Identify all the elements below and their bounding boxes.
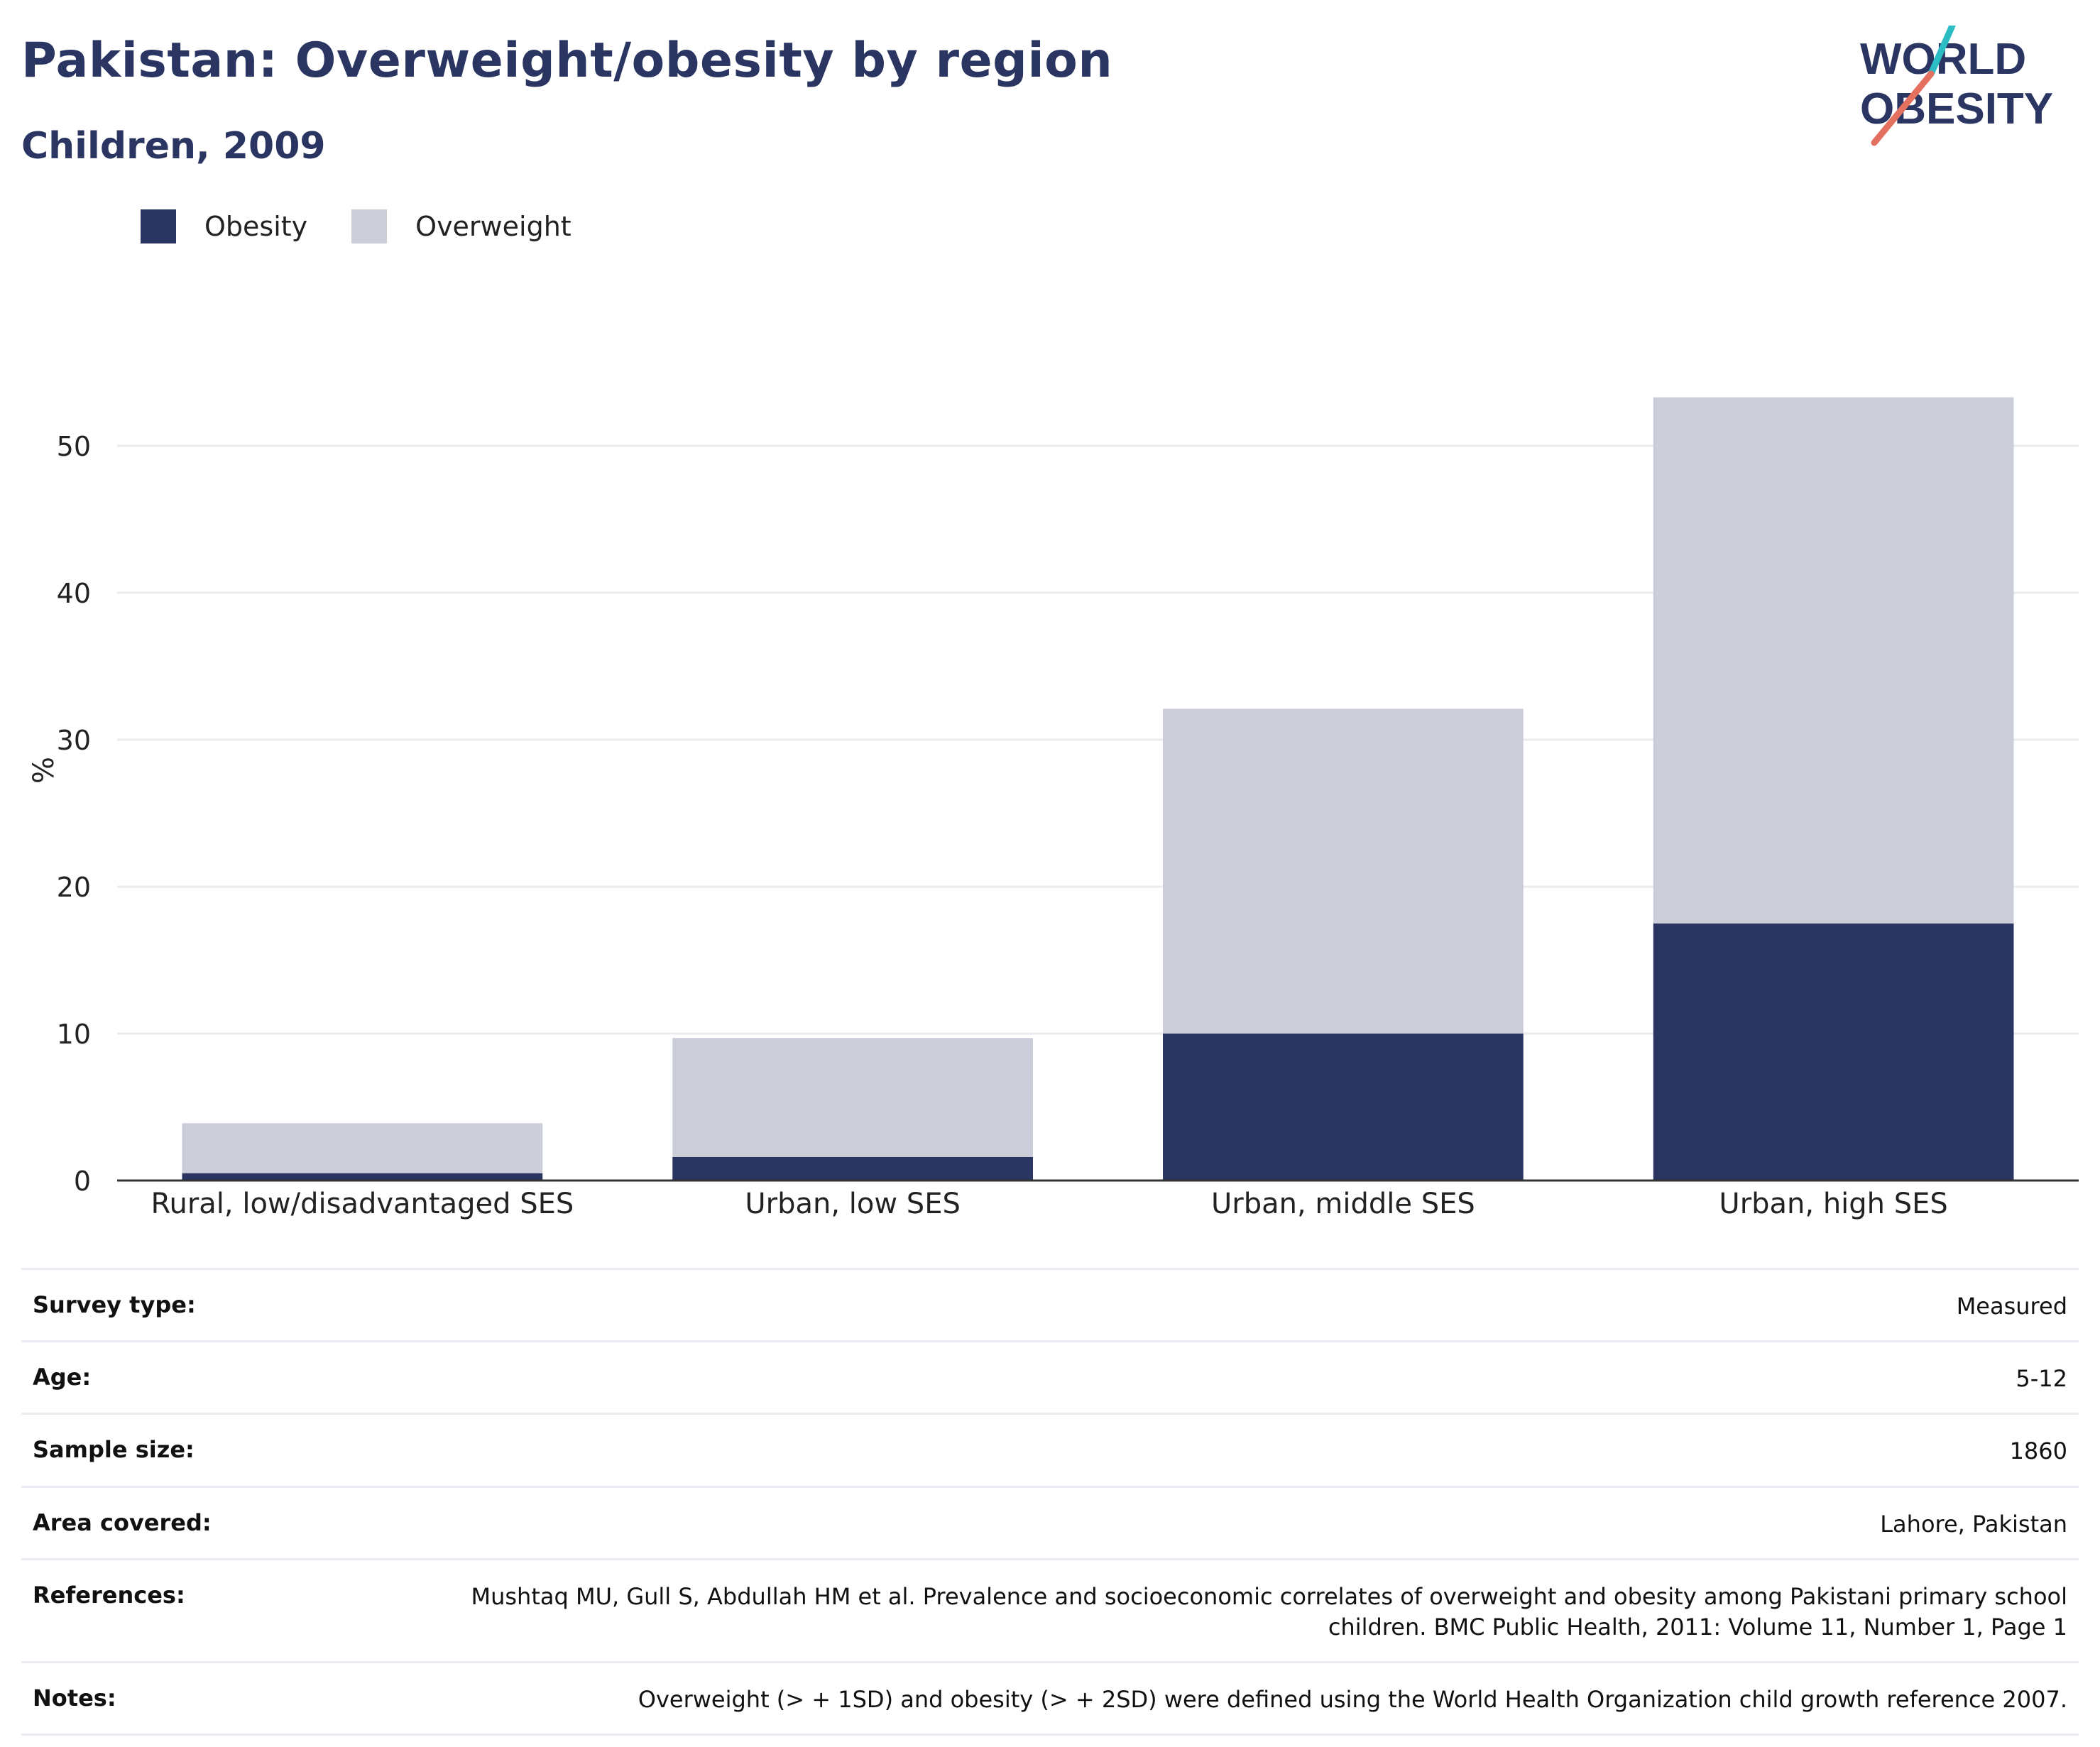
x-tick-label-2: Urban, middle SES <box>1211 1188 1475 1220</box>
info-row: Survey type: Measured <box>21 1270 2079 1343</box>
x-tick-label-1: Urban, low SES <box>745 1188 960 1220</box>
legend-swatch-obesity <box>141 209 176 243</box>
info-row: References: Mushtaq MU, Gull S, Abdullah … <box>21 1560 2079 1664</box>
bar-obesity-3 <box>1653 923 2014 1181</box>
legend-label-obesity: Obesity <box>204 211 308 242</box>
y-tick-label-10: 10 <box>57 1019 91 1050</box>
y-tick-label-40: 40 <box>57 578 91 609</box>
chart-subtitle: Children, 2009 <box>21 125 326 168</box>
survey-info-table: Survey type: Measured Age: 5-12 Sample size:… <box>21 1268 2079 1747</box>
info-row: Cutoffs:WHO <box>21 1736 2079 1747</box>
logo-coral-slash <box>1871 70 1935 146</box>
x-tick-label-3: Urban, high SES <box>1719 1188 1947 1220</box>
y-axis-title: % <box>28 757 60 784</box>
info-value: Overweight (> + 1SD) and obesity (> + 2S… <box>638 1686 2067 1714</box>
info-label: Notes: <box>33 1685 116 1712</box>
info-label: References: <box>33 1581 185 1609</box>
logo-teal-slash <box>1927 26 1956 77</box>
y-tick-label-0: 0 <box>74 1166 91 1197</box>
info-label: Age: <box>33 1364 92 1391</box>
x-tick-label-0: Rural, low/disadvantaged SES <box>151 1188 574 1220</box>
info-value: Measured <box>1956 1293 2067 1320</box>
bar-obesity-1 <box>672 1156 1033 1181</box>
y-tick-label-30: 30 <box>57 725 91 756</box>
info-value: Mushtaq MU, Gull S, Abdullah HM et al. P… <box>471 1582 2067 1641</box>
info-row: Area covered: Lahore, Pakistan <box>21 1488 2079 1560</box>
legend-item-obesity[interactable]: Obesity <box>141 209 307 243</box>
info-value: 1860 <box>2009 1437 2067 1465</box>
stacked-bar-chart: 0 10 20 30 40 50% Rural, low/disadvantaged SES… <box>28 397 2079 1220</box>
legend-swatch-overweight <box>351 209 388 243</box>
info-value: Lahore, Pakistan <box>1880 1510 2067 1538</box>
bar-overweight-1 <box>672 1038 1033 1157</box>
bar-overweight-3 <box>1653 397 2014 924</box>
bar-overweight-0 <box>182 1123 543 1173</box>
info-label: Survey type: <box>33 1291 196 1318</box>
bar-overweight-2 <box>1163 708 1524 1034</box>
info-label: Sample size: <box>33 1436 195 1464</box>
info-row: Sample size: 1860 <box>21 1415 2079 1488</box>
chart-legend: Obesity Overweight <box>141 209 616 243</box>
legend-item-overweight[interactable]: Overweight <box>351 209 572 243</box>
legend-label-overweight: Overweight <box>415 211 572 242</box>
y-tick-label-20: 20 <box>57 872 91 903</box>
world-obesity-logo: WORLD OBESITY <box>1860 26 2053 146</box>
bar-obesity-0 <box>182 1173 543 1181</box>
chart-title: Pakistan: Overweight/obesity by region <box>21 33 1113 89</box>
info-row: Age: 5-12 <box>21 1342 2079 1415</box>
info-row: Notes: Overweight (> + 1SD) and obesity (… <box>21 1663 2079 1736</box>
bar-obesity-2 <box>1163 1034 1524 1181</box>
info-label: Area covered: <box>33 1508 212 1536</box>
y-tick-label-50: 50 <box>57 431 91 462</box>
info-value: 5-12 <box>2016 1365 2067 1393</box>
